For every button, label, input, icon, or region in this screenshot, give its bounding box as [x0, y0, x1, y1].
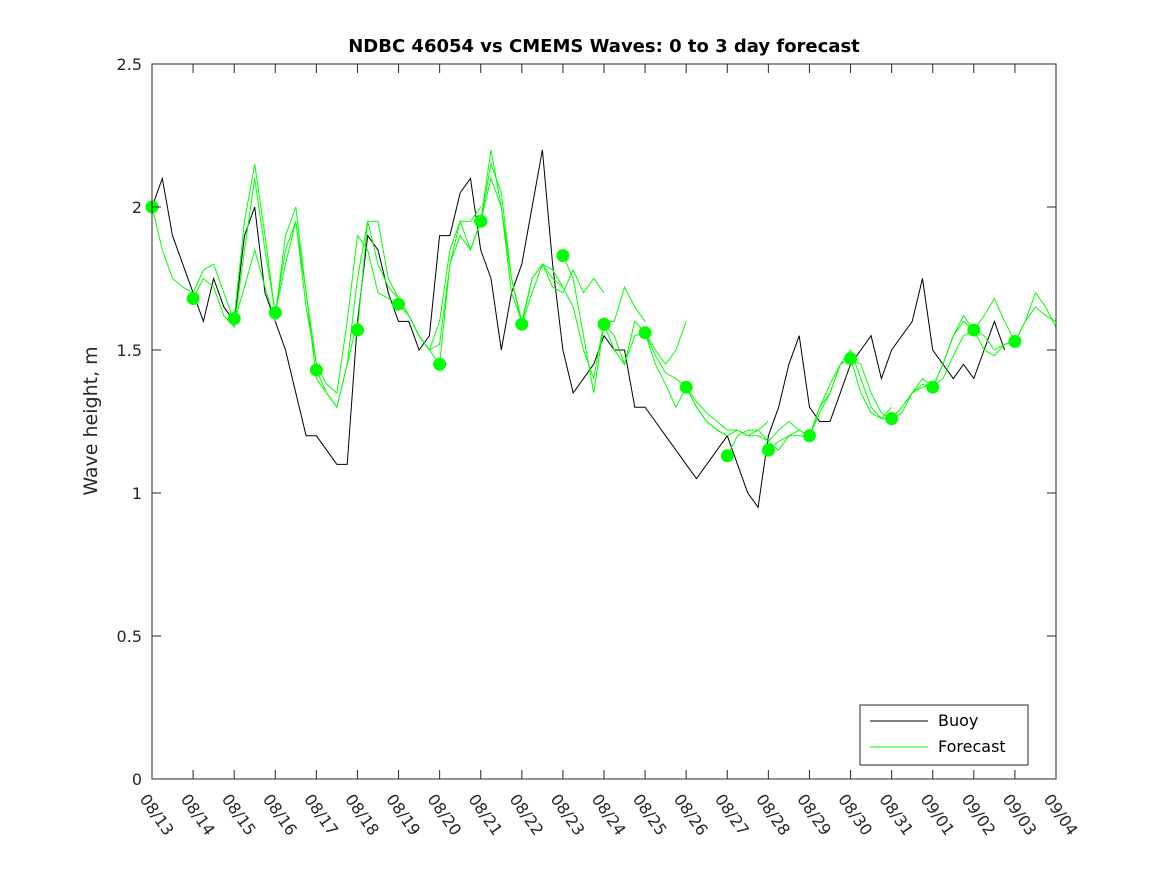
forecast-marker	[268, 306, 282, 320]
legend: Buoy Forecast	[859, 704, 1029, 766]
y-tick-label: 2.5	[117, 55, 142, 74]
forecast-marker	[515, 317, 529, 331]
forecast-marker	[803, 429, 816, 443]
forecast-marker	[227, 312, 241, 325]
forecast-marker	[186, 292, 200, 305]
forecast-marker	[1008, 334, 1022, 348]
chart-title: NDBC 46054 vs CMEMS Waves: 0 to 3 day fo…	[348, 36, 860, 57]
legend-label-forecast: Forecast	[938, 737, 1006, 756]
legend-box	[859, 704, 1029, 766]
forecast-marker	[638, 326, 652, 340]
forecast-series-line-3	[274, 221, 399, 394]
legend-label-buoy: Buoy	[938, 711, 978, 730]
plot-area	[152, 64, 1056, 779]
forecast-marker	[597, 317, 611, 331]
forecast-marker	[967, 323, 981, 337]
forecast-marker	[720, 449, 734, 463]
forecast-marker	[926, 380, 940, 394]
forecast-series-line-13	[685, 386, 810, 443]
forecast-series-line-15	[768, 357, 892, 451]
y-tick-label: 1	[132, 484, 142, 503]
forecast-series-line-19	[932, 306, 1057, 388]
forecast-marker	[679, 380, 693, 394]
forecast-series-line-0	[151, 206, 276, 323]
forecast-marker	[474, 214, 488, 228]
forecast-marker	[309, 363, 323, 377]
forecast-marker	[761, 443, 775, 457]
y-tick-label: 1.5	[117, 341, 142, 360]
forecast-marker	[433, 357, 447, 371]
forecast-marker	[351, 323, 364, 337]
forecast-marker	[844, 352, 857, 366]
y-tick-label: 0	[132, 770, 142, 789]
forecast-marker	[556, 249, 570, 263]
forecast-marker	[885, 412, 899, 426]
buoy-series-line	[151, 149, 1006, 509]
y-tick-label: 0.5	[117, 627, 142, 646]
y-axis-label: Wave height, m	[80, 346, 102, 495]
y-tick-label: 2	[132, 198, 142, 217]
series-layer	[145, 149, 1057, 509]
forecast-marker	[392, 297, 405, 311]
forecast-series-line-9	[521, 263, 646, 381]
